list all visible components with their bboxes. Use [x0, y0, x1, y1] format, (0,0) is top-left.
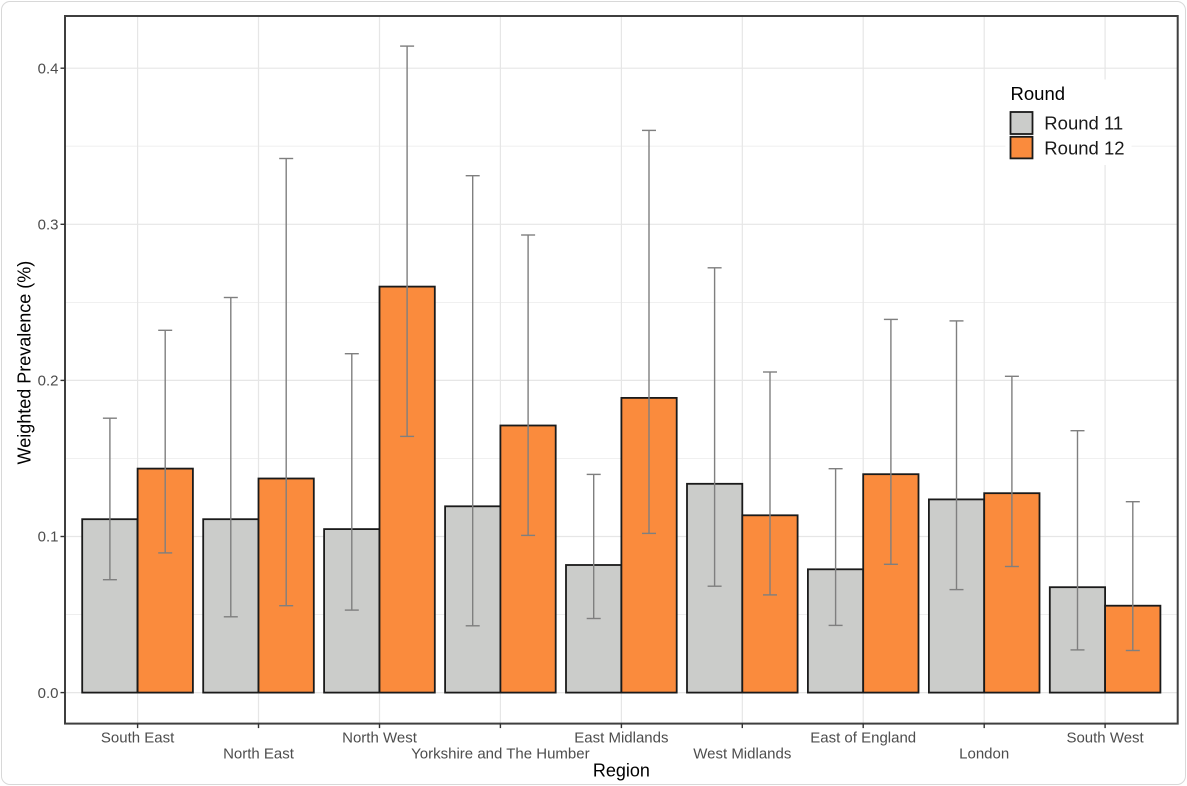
svg-text:West Midlands: West Midlands: [693, 746, 791, 763]
svg-text:0.0: 0.0: [38, 685, 59, 702]
svg-text:0.2: 0.2: [38, 373, 59, 390]
svg-text:North East: North East: [223, 746, 295, 763]
svg-text:South East: South East: [101, 729, 175, 746]
svg-text:Weighted Prevalence (%): Weighted Prevalence (%): [15, 261, 35, 465]
svg-text:0.4: 0.4: [38, 60, 59, 77]
svg-text:Yorkshire and The Humber: Yorkshire and The Humber: [411, 746, 589, 763]
svg-text:Region: Region: [593, 761, 650, 781]
svg-text:South West: South West: [1066, 729, 1144, 746]
svg-text:East Midlands: East Midlands: [574, 729, 668, 746]
svg-text:0.3: 0.3: [38, 217, 59, 234]
svg-text:Round: Round: [1011, 83, 1066, 104]
svg-text:0.1: 0.1: [38, 529, 59, 546]
svg-text:Round 12: Round 12: [1044, 138, 1124, 159]
svg-text:Round 11: Round 11: [1044, 113, 1123, 134]
svg-text:London: London: [959, 746, 1009, 763]
svg-text:East of England: East of England: [810, 729, 916, 746]
svg-text:North West: North West: [342, 729, 418, 746]
